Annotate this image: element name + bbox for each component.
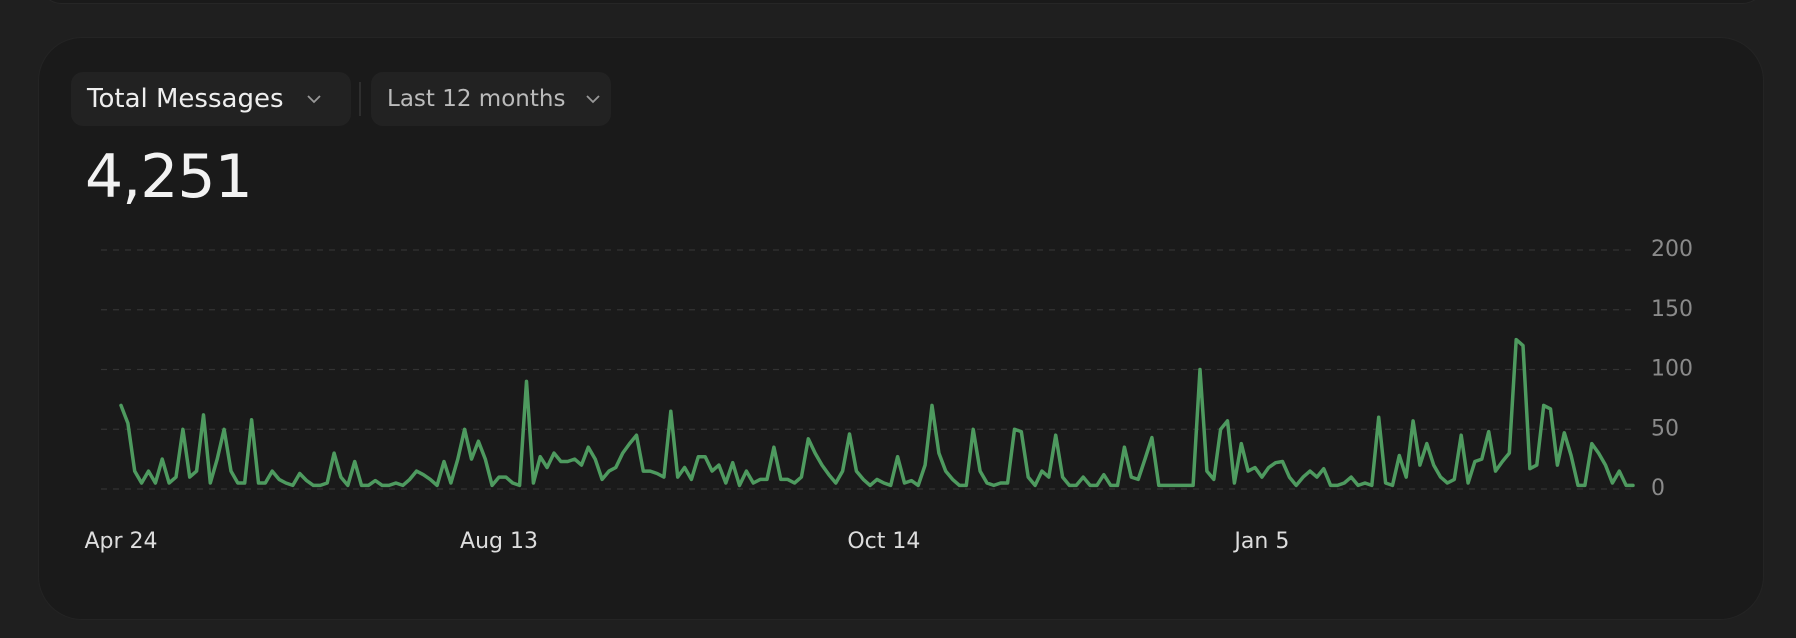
chart: 0 50 100 150 200 Apr 24 Aug 13 Oct 14 Jan 5 xyxy=(84,237,1693,554)
y-tick-label: 50 xyxy=(1651,416,1679,441)
metric-card: Total Messages Last 12 months 4,251 0 50 1… xyxy=(38,37,1764,620)
y-tick-label: 100 xyxy=(1651,357,1693,382)
period-label: Last 12 months xyxy=(387,86,566,112)
y-tick-label: 150 xyxy=(1651,297,1693,322)
period-dropdown[interactable]: Last 12 months xyxy=(371,72,611,126)
previous-card xyxy=(38,0,1766,4)
chevron xyxy=(586,95,601,104)
total-value: 4,251 xyxy=(85,142,253,212)
separator xyxy=(359,82,361,116)
metric-label: Total Messages xyxy=(87,84,284,114)
metric-dropdown[interactable]: Total Messages xyxy=(71,72,351,126)
x-tick-label: Oct 14 xyxy=(847,529,920,554)
y-tick-label: 0 xyxy=(1651,476,1665,501)
x-tick-label: Aug 13 xyxy=(460,529,538,554)
y-tick-label: 200 xyxy=(1651,237,1693,262)
data-line xyxy=(119,337,1635,488)
x-tick-label: Jan 5 xyxy=(1232,529,1289,554)
chevron xyxy=(306,95,321,104)
x-tick-label: Apr 24 xyxy=(84,529,157,554)
